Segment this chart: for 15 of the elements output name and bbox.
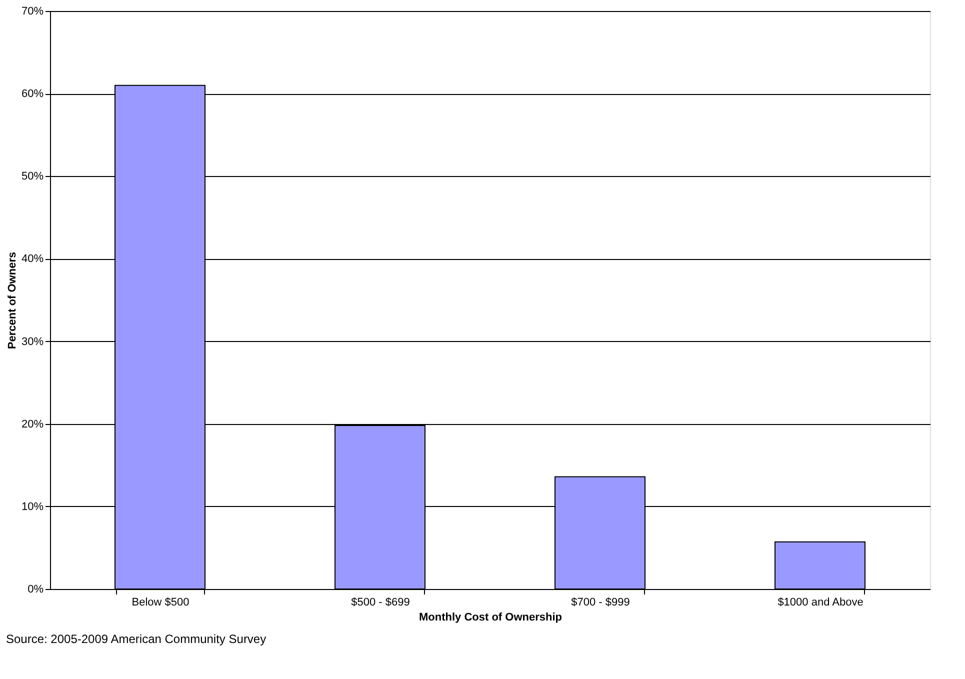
y-tick-label: 30% — [21, 336, 44, 348]
x-tick-label: $500 - $699 — [351, 596, 410, 608]
y-tick-label: 60% — [21, 88, 44, 100]
x-axis-title: Monthly Cost of Ownership — [419, 612, 562, 624]
x-tick-label: $1000 and Above — [778, 596, 864, 608]
y-tick-label: 70% — [21, 6, 44, 18]
y-tick-label: 40% — [21, 253, 44, 266]
source-note: Source: 2005-2009 American Community Survey — [6, 632, 266, 646]
y-tick-label: 0% — [28, 584, 44, 596]
x-tick-label: Below $500 — [132, 596, 190, 608]
y-axis-title: Percent of Owners — [6, 252, 18, 350]
x-tick-label: $700 - $999 — [571, 596, 630, 608]
y-tick-label: 10% — [21, 500, 44, 513]
y-tick-label: 50% — [21, 170, 44, 183]
y-tick-label: 20% — [21, 418, 44, 430]
